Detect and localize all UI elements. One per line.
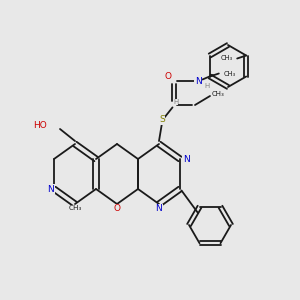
- Text: N: N: [195, 76, 201, 85]
- Text: H: H: [204, 82, 210, 88]
- Text: O: O: [164, 72, 172, 81]
- Text: CH₃: CH₃: [220, 56, 233, 62]
- Text: S: S: [159, 116, 165, 124]
- Text: HO: HO: [33, 122, 46, 130]
- Text: N: N: [156, 204, 162, 213]
- Text: N: N: [183, 154, 189, 164]
- Text: CH₃: CH₃: [223, 70, 236, 76]
- Text: CH₃: CH₃: [212, 92, 224, 98]
- Text: H: H: [173, 99, 178, 105]
- Text: N: N: [48, 184, 54, 194]
- Text: CH₃: CH₃: [68, 206, 82, 212]
- Text: O: O: [113, 204, 121, 213]
